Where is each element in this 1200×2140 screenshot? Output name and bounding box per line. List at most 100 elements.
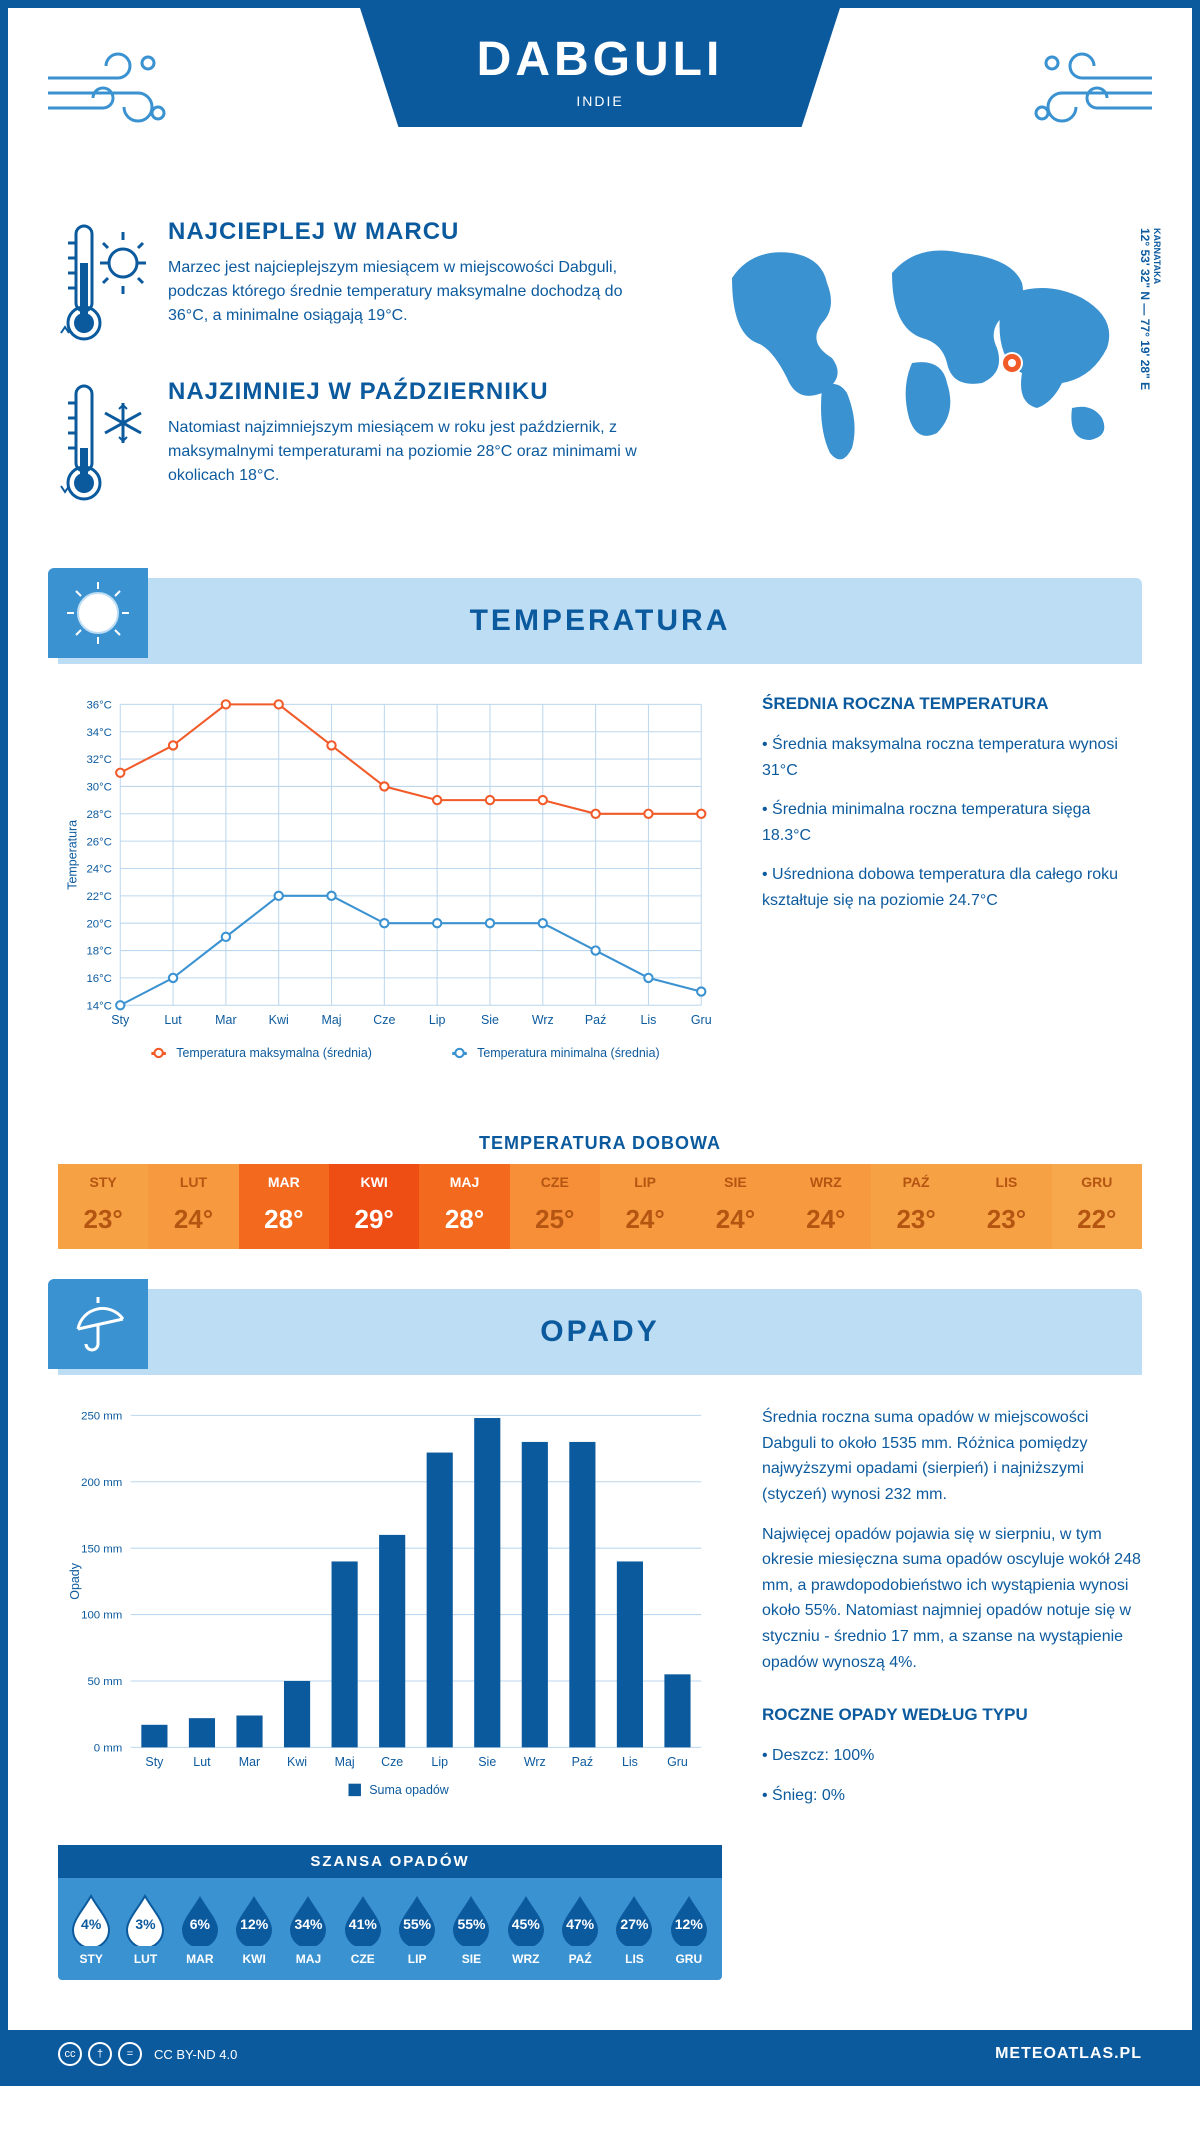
temp-summary: ŚREDNIA ROCZNA TEMPERATURA • Średnia mak…	[762, 694, 1142, 1093]
location-title: DABGULI	[400, 32, 800, 87]
svg-text:Suma opadów: Suma opadów	[369, 1783, 450, 1797]
temp-cell: LIS23°	[961, 1164, 1051, 1249]
svg-text:26°C: 26°C	[86, 836, 111, 848]
svg-text:250 mm: 250 mm	[81, 1411, 122, 1423]
sun-icon	[48, 568, 148, 658]
umbrella-icon	[48, 1279, 148, 1369]
rain-chance-cell: 34% MAJ	[281, 1892, 335, 1966]
svg-text:Temperatura minimalna (średnia: Temperatura minimalna (średnia)	[477, 1046, 660, 1060]
svg-text:Kwi: Kwi	[287, 1755, 307, 1769]
thermometer-cold-icon	[58, 378, 148, 508]
svg-text:Wrz: Wrz	[532, 1013, 554, 1027]
intro-section: NAJCIEPLEJ W MARCU Marzec jest najcieple…	[8, 188, 1192, 558]
svg-text:Mar: Mar	[239, 1755, 260, 1769]
rain-chance-cell: 4% STY	[64, 1892, 118, 1966]
rain-p1: Średnia roczna suma opadów w miejscowośc…	[762, 1405, 1142, 1507]
rain-chance-cell: 27% LIS	[607, 1892, 661, 1966]
rain-summary: Średnia roczna suma opadów w miejscowośc…	[762, 1405, 1142, 2000]
svg-text:20°C: 20°C	[86, 918, 111, 930]
svg-text:Sty: Sty	[145, 1755, 164, 1769]
svg-text:16°C: 16°C	[86, 973, 111, 985]
svg-text:Paź: Paź	[572, 1755, 593, 1769]
svg-text:18°C: 18°C	[86, 946, 111, 958]
temp-cell: SIE24°	[690, 1164, 780, 1249]
temp-cell: STY23°	[58, 1164, 148, 1249]
cold-block: NAJZIMNIEJ W PAŹDZIERNIKU Natomiast najz…	[58, 378, 662, 508]
temp-chart-row: 14°C16°C18°C20°C22°C24°C26°C28°C30°C32°C…	[8, 664, 1192, 1123]
temp-bullet: • Uśredniona dobowa temperatura dla całe…	[762, 862, 1142, 913]
svg-text:Gru: Gru	[667, 1755, 688, 1769]
temp-cell: LIP24°	[600, 1164, 690, 1249]
title-banner: DABGULI INDIE	[360, 8, 840, 127]
rain-type-title: ROCZNE OPADY WEDŁUG TYPU	[762, 1705, 1142, 1725]
rain-chart-row: 0 mm50 mm100 mm150 mm200 mm250 mmOpadySt…	[8, 1375, 1192, 2030]
svg-text:30°C: 30°C	[86, 782, 111, 794]
temp-cell: KWI29°	[329, 1164, 419, 1249]
rain-chance-title: SZANSA OPADÓW	[58, 1845, 722, 1878]
header: DABGULI INDIE	[8, 8, 1192, 188]
svg-text:Lut: Lut	[164, 1013, 182, 1027]
daily-temp-title: TEMPERATURA DOBOWA	[8, 1133, 1192, 1154]
rain-chance-panel: SZANSA OPADÓW 4% STY 3% LUT 6% MAR 12% K…	[58, 1845, 722, 1980]
world-map-svg	[702, 218, 1142, 478]
temp-section-header: TEMPERATURA	[58, 578, 1142, 664]
rain-chance-cell: 47% PAŹ	[553, 1892, 607, 1966]
temp-cell: MAR28°	[239, 1164, 329, 1249]
rain-p2: Najwięcej opadów pojawia się w sierpniu,…	[762, 1522, 1142, 1676]
svg-text:0 mm: 0 mm	[94, 1743, 123, 1755]
rain-chance-cell: 3% LUT	[118, 1892, 172, 1966]
rain-type: • Śnieg: 0%	[762, 1783, 1142, 1809]
temp-summary-title: ŚREDNIA ROCZNA TEMPERATURA	[762, 694, 1142, 714]
rain-chance-cell: 55% LIP	[390, 1892, 444, 1966]
svg-text:Lut: Lut	[193, 1755, 211, 1769]
svg-text:Cze: Cze	[381, 1755, 403, 1769]
country-subtitle: INDIE	[400, 93, 800, 109]
rain-type: • Deszcz: 100%	[762, 1743, 1142, 1769]
svg-text:Cze: Cze	[373, 1013, 395, 1027]
svg-text:150 mm: 150 mm	[81, 1544, 122, 1556]
rain-chance-cell: 12% KWI	[227, 1892, 281, 1966]
rain-chance-cell: 45% WRZ	[499, 1892, 553, 1966]
hot-text: Marzec jest najcieplejszym miesiącem w m…	[168, 256, 662, 328]
svg-text:28°C: 28°C	[86, 809, 111, 821]
brand: METEOATLAS.PL	[995, 2045, 1142, 2063]
thermometer-hot-icon	[58, 218, 148, 348]
svg-text:Maj: Maj	[335, 1755, 355, 1769]
svg-text:Lis: Lis	[622, 1755, 638, 1769]
svg-text:Paź: Paź	[585, 1013, 606, 1027]
infographic-page: DABGULI INDIE NAJCIEPL	[0, 0, 1200, 2086]
rain-chance-cell: 41% CZE	[336, 1892, 390, 1966]
cold-title: NAJZIMNIEJ W PAŹDZIERNIKU	[168, 378, 662, 406]
wind-icon	[38, 38, 178, 138]
hot-block: NAJCIEPLEJ W MARCU Marzec jest najcieple…	[58, 218, 662, 348]
svg-text:14°C: 14°C	[86, 1000, 111, 1012]
svg-text:22°C: 22°C	[86, 891, 111, 903]
svg-text:100 mm: 100 mm	[81, 1610, 122, 1622]
license-text: CC BY-ND 4.0	[154, 2047, 237, 2062]
temp-line-chart: 14°C16°C18°C20°C22°C24°C26°C28°C30°C32°C…	[58, 694, 722, 1093]
daily-temp-table: STY23°LUT24°MAR28°KWI29°MAJ28°CZE25°LIP2…	[58, 1164, 1142, 1249]
svg-text:Mar: Mar	[215, 1013, 236, 1027]
svg-text:34°C: 34°C	[86, 727, 111, 739]
rain-section-header: OPADY	[58, 1289, 1142, 1375]
temp-bullet: • Średnia maksymalna roczna temperatura …	[762, 732, 1142, 783]
svg-text:24°C: 24°C	[86, 864, 111, 876]
svg-text:Lip: Lip	[429, 1013, 446, 1027]
svg-text:50 mm: 50 mm	[87, 1676, 122, 1688]
rain-chance-cell: 12% GRU	[662, 1892, 716, 1966]
svg-text:Temperatura: Temperatura	[66, 820, 80, 890]
temp-cell: GRU22°	[1052, 1164, 1142, 1249]
svg-text:Lip: Lip	[431, 1755, 448, 1769]
rain-bar-chart: 0 mm50 mm100 mm150 mm200 mm250 mmOpadySt…	[58, 1405, 722, 1820]
temp-bullet: • Średnia minimalna roczna temperatura s…	[762, 797, 1142, 848]
footer: cc†= CC BY-ND 4.0 METEOATLAS.PL	[8, 2030, 1192, 2078]
svg-text:Lis: Lis	[640, 1013, 656, 1027]
svg-text:Sie: Sie	[481, 1013, 499, 1027]
temp-cell: PAŹ23°	[871, 1164, 961, 1249]
rain-chance-cell: 6% MAR	[173, 1892, 227, 1966]
svg-text:Wrz: Wrz	[524, 1755, 546, 1769]
wind-icon	[1022, 38, 1162, 138]
svg-text:Temperatura maksymalna (średni: Temperatura maksymalna (średnia)	[176, 1046, 372, 1060]
svg-text:200 mm: 200 mm	[81, 1477, 122, 1489]
world-map: KARNATAKA 12° 53' 32" N — 77° 19' 28" E	[702, 218, 1142, 538]
